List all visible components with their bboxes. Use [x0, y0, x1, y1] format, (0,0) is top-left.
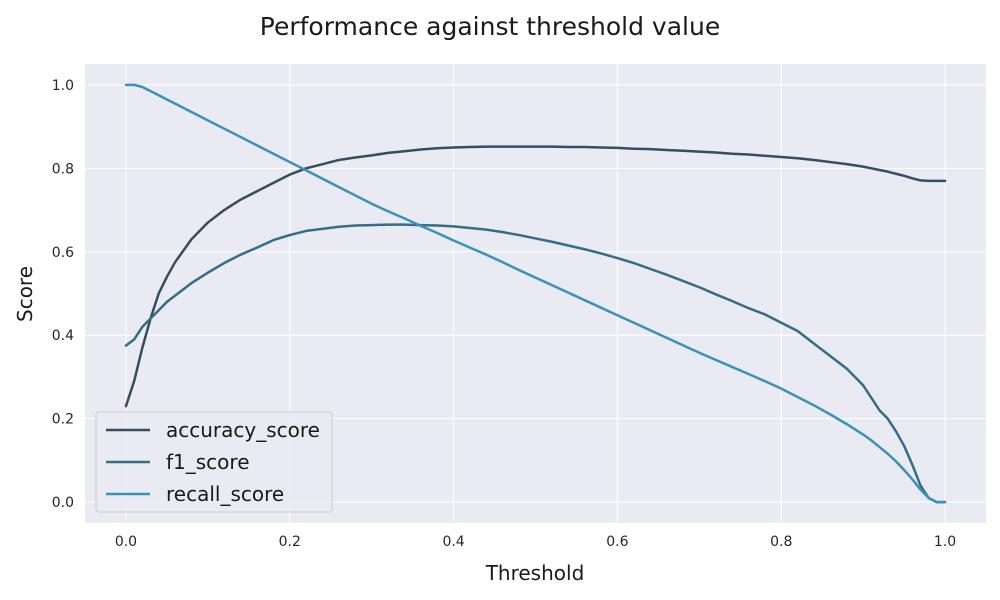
y-tick-label: 0.0	[52, 495, 74, 511]
x-axis-label: Threshold	[485, 561, 585, 585]
y-tick-label: 0.8	[52, 161, 74, 177]
x-tick-label: 1.0	[934, 534, 956, 550]
x-tick-label: 0.6	[606, 534, 628, 550]
recall-score-line	[124, 83, 947, 504]
y-axis-label: Score	[13, 266, 37, 322]
series-lines	[124, 83, 947, 504]
y-tick-labels: 0.0 0.2 0.4 0.6 0.8 1.0	[52, 78, 74, 511]
x-tick-labels: 0.0 0.2 0.4 0.6 0.8 1.0	[115, 534, 956, 550]
y-tick-label: 0.2	[52, 412, 74, 428]
y-tick-label: 0.4	[52, 328, 74, 344]
x-tick-label: 0.2	[279, 534, 301, 550]
legend-frame	[95, 411, 333, 513]
x-tick-label: 0.4	[442, 534, 464, 550]
accuracy-score-line	[124, 145, 947, 408]
y-tick-label: 1.0	[52, 78, 74, 94]
f1-score-line	[124, 223, 947, 504]
x-tick-label: 0.8	[770, 534, 792, 550]
legend-label-recall-score: recall_score	[166, 482, 284, 506]
legend: accuracy_score f1_score recall_score	[95, 411, 333, 513]
x-tick-label: 0.0	[115, 534, 137, 550]
legend-label-f1-score: f1_score	[166, 450, 250, 474]
chart-title: Performance against threshold value	[260, 12, 720, 41]
y-tick-label: 0.6	[52, 245, 74, 261]
legend-label-accuracy-score: accuracy_score	[166, 418, 320, 442]
